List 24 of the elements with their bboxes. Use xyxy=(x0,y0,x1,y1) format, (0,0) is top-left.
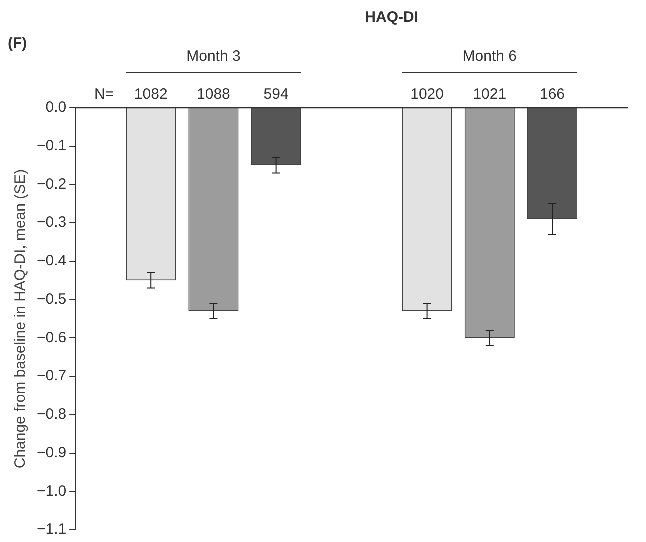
text: 166 xyxy=(540,86,566,104)
y-tick-label: −0.3 xyxy=(36,214,67,232)
y-axis-title: Change from baseline in HAQ-DI, mean (SE) xyxy=(12,169,30,469)
y-tick-label: −0.9 xyxy=(36,444,67,462)
y-tick-label: −0.4 xyxy=(36,252,67,270)
text: 1082 xyxy=(134,86,168,104)
y-tick-label: 0.0 xyxy=(46,99,67,116)
y-tick-label: −0.8 xyxy=(36,406,67,424)
text: 1088 xyxy=(197,86,230,104)
y-tick-label: −1.0 xyxy=(36,482,67,500)
text: 594 xyxy=(264,86,289,104)
text: (F) xyxy=(8,35,28,52)
y-tick-label: −0.7 xyxy=(36,368,67,385)
x-tick-label: Month 6 xyxy=(462,48,518,66)
text: N= xyxy=(94,86,114,104)
text: 1021 xyxy=(473,86,507,104)
y-tick-label: −0.2 xyxy=(36,176,67,193)
x-tick-label: Month 3 xyxy=(186,48,241,66)
y-tick-label: −0.5 xyxy=(36,290,67,308)
y-tick-label: −0.6 xyxy=(36,329,67,346)
text: 1020 xyxy=(410,86,444,104)
y-tick-label: −1.1 xyxy=(36,521,67,538)
y-tick-label: −0.1 xyxy=(36,138,67,155)
chart-title: HAQ-DI xyxy=(365,9,418,26)
